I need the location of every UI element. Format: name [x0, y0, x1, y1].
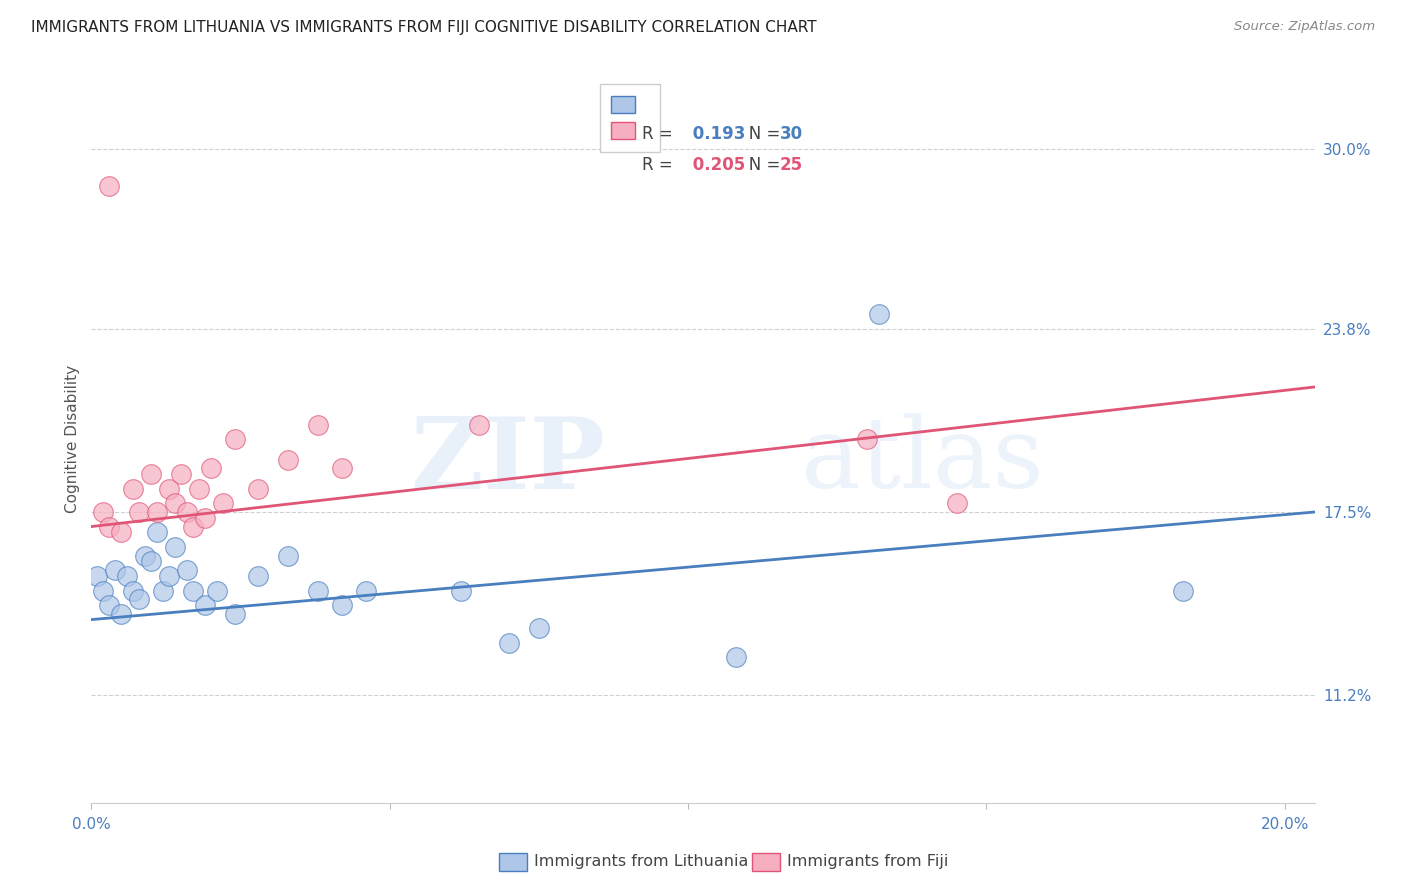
Point — [187, 482, 209, 496]
Point — [856, 432, 879, 446]
Point — [134, 549, 156, 563]
Point — [176, 505, 198, 519]
Text: Immigrants from Fiji: Immigrants from Fiji — [787, 855, 949, 869]
Text: atlas: atlas — [801, 413, 1043, 509]
Point — [91, 505, 114, 519]
Point — [211, 496, 233, 510]
Text: IMMIGRANTS FROM LITHUANIA VS IMMIGRANTS FROM FIJI COGNITIVE DISABILITY CORRELATI: IMMIGRANTS FROM LITHUANIA VS IMMIGRANTS … — [31, 20, 817, 35]
Point — [224, 607, 246, 621]
Point — [200, 461, 222, 475]
Point — [724, 650, 747, 665]
Point — [157, 482, 180, 496]
Point — [277, 452, 299, 467]
Point — [115, 569, 138, 583]
Point — [450, 583, 472, 598]
Point — [139, 554, 162, 568]
Point — [224, 432, 246, 446]
Point — [527, 621, 550, 635]
Point — [194, 598, 217, 612]
Point — [247, 482, 270, 496]
Point — [146, 505, 169, 519]
Point — [498, 636, 520, 650]
Point — [128, 505, 150, 519]
Point — [157, 569, 180, 583]
Point — [152, 583, 174, 598]
Text: Immigrants from Lithuania: Immigrants from Lithuania — [534, 855, 748, 869]
Point — [163, 540, 186, 554]
Point — [110, 525, 132, 540]
Point — [170, 467, 193, 482]
Point — [330, 461, 353, 475]
Point — [181, 583, 204, 598]
Point — [194, 511, 217, 525]
Point — [86, 569, 108, 583]
Point — [1173, 583, 1195, 598]
Point — [176, 563, 198, 577]
Text: Source: ZipAtlas.com: Source: ZipAtlas.com — [1234, 20, 1375, 33]
Point — [468, 417, 491, 432]
Point — [128, 592, 150, 607]
Point — [330, 598, 353, 612]
Point — [98, 519, 121, 533]
Point — [163, 496, 186, 510]
Point — [139, 467, 162, 482]
Point — [98, 598, 121, 612]
Point — [110, 607, 132, 621]
Point — [98, 179, 121, 194]
Text: 0.193: 0.193 — [688, 125, 745, 143]
Text: N =: N = — [734, 156, 786, 174]
Point — [122, 482, 145, 496]
Point — [945, 496, 967, 510]
Point — [307, 583, 329, 598]
Point — [104, 563, 127, 577]
Text: 30: 30 — [780, 125, 803, 143]
Point — [122, 583, 145, 598]
Y-axis label: Cognitive Disability: Cognitive Disability — [65, 365, 80, 514]
Text: 25: 25 — [780, 156, 803, 174]
Text: N =: N = — [734, 125, 786, 143]
Point — [247, 569, 270, 583]
Point — [205, 583, 228, 598]
Point — [868, 307, 890, 321]
Legend: , : , — [599, 84, 659, 153]
Text: R =: R = — [643, 125, 678, 143]
Point — [146, 525, 169, 540]
Point — [277, 549, 299, 563]
Text: 0.205: 0.205 — [688, 156, 745, 174]
Text: ZIP: ZIP — [411, 413, 605, 509]
Text: R =: R = — [643, 156, 678, 174]
Point — [307, 417, 329, 432]
Point — [91, 583, 114, 598]
Point — [354, 583, 377, 598]
Point — [181, 519, 204, 533]
